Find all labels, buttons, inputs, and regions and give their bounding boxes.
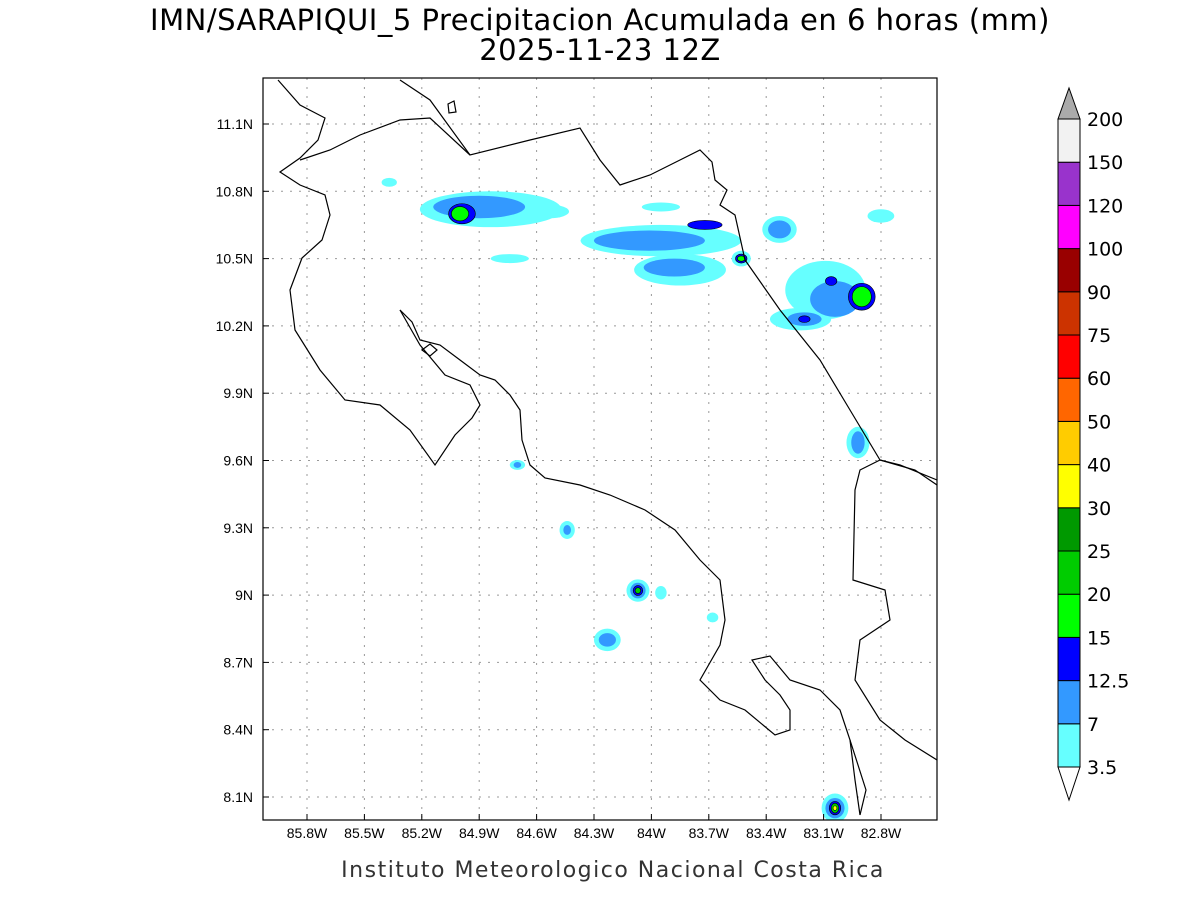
lat-tick-label: 10.2N <box>216 318 253 334</box>
colorbar-level-label: 120 <box>1087 195 1123 217</box>
lon-tick-label: 82.8W <box>861 825 902 841</box>
lon-tick-label: 83.4W <box>746 825 787 841</box>
map-title: IMN/SARAPIQUI_5 Precipitacion Acumulada … <box>150 3 1050 37</box>
colorbar-swatch <box>1057 204 1081 250</box>
colorbar-swatch <box>1057 723 1081 768</box>
precip-cell-15 <box>851 286 872 308</box>
colorbar-level-label: 60 <box>1087 368 1111 390</box>
grid-lines <box>263 78 937 820</box>
colorbar-swatch <box>1057 420 1081 466</box>
pacific-coastline <box>277 79 481 467</box>
colorbar-swatch <box>1057 161 1081 206</box>
colorbar-legend: 3.5 7 12.5 15 20 25 30 40 50 60 75 90 100 120 150 200 <box>1057 86 1129 802</box>
lat-tick-label: 8.7N <box>223 654 253 670</box>
colorbar-level-label: 200 <box>1087 109 1123 131</box>
lake-outline <box>421 343 438 357</box>
colorbar-underflow-arrow <box>1057 766 1081 802</box>
colorbar-level-label: 3.5 <box>1087 757 1117 779</box>
lat-tick-label: 8.4N <box>223 722 253 738</box>
lat-tick-label: 9.9N <box>223 385 253 401</box>
precip-cell-3.5 <box>641 202 681 212</box>
lat-tick-label: 9N <box>235 587 253 603</box>
colorbar-level-label: 15 <box>1087 627 1111 649</box>
colorbar-level-label: 25 <box>1087 541 1111 563</box>
precip-cell-7 <box>513 462 522 468</box>
colorbar-swatch <box>1057 680 1081 725</box>
colorbar-level-label: 40 <box>1087 455 1111 477</box>
lat-tick-label: 11.1N <box>217 116 253 132</box>
precip-cell-3.5 <box>655 586 667 600</box>
precip-cell-7 <box>851 431 865 454</box>
precipitation-shading <box>381 177 895 820</box>
lon-tick-label: 85.2W <box>402 825 443 841</box>
precip-cell-7 <box>598 633 616 647</box>
colorbar-swatch <box>1057 550 1081 595</box>
precip-cell-7 <box>643 258 705 277</box>
colorbar-level-label: 20 <box>1087 584 1111 606</box>
colorbar-swatch <box>1057 636 1081 682</box>
precip-cell-15 <box>451 206 469 222</box>
colorbar-level-label: 50 <box>1087 411 1111 433</box>
precip-cell-7 <box>810 281 860 317</box>
colorbar-swatch <box>1057 377 1081 422</box>
lon-tick-label: 83.1W <box>803 825 844 841</box>
nicaragua-border <box>299 117 471 161</box>
precip-cell-7 <box>593 230 705 251</box>
lat-tick-label: 8.1N <box>223 789 253 805</box>
map-subtitle: 2025-11-23 12Z <box>479 33 721 67</box>
panama-coastline <box>852 459 937 761</box>
precip-cell-3.5 <box>530 204 570 219</box>
precip-cell-20 <box>634 587 642 594</box>
footer-credit: Instituto Meteorologico Nacional Costa R… <box>341 858 885 883</box>
lon-tick-label: 83.7W <box>689 825 730 841</box>
lon-tick-label: 84.3W <box>574 825 615 841</box>
precip-cell-12.5 <box>798 315 811 323</box>
colorbar-level-label: 12.5 <box>1087 671 1129 693</box>
colorbar-swatch <box>1057 464 1081 509</box>
lon-tick-label: 85.5W <box>344 825 385 841</box>
lon-tick-label: 84W <box>637 825 667 841</box>
colorbar-level-label: 75 <box>1087 325 1111 347</box>
precip-cell-12.5 <box>825 276 838 286</box>
gulf-coastline <box>399 309 861 816</box>
panama-border <box>849 739 867 816</box>
colorbar-swatch <box>1057 334 1081 379</box>
precip-cell-7 <box>768 220 791 239</box>
colorbar-level-label: 100 <box>1087 239 1123 261</box>
lon-tick-label: 84.9W <box>459 825 500 841</box>
precip-cell-3.5 <box>867 209 895 223</box>
island-outline <box>447 100 457 114</box>
colorbar-swatch <box>1057 291 1081 336</box>
precip-cell-12.5 <box>687 220 723 230</box>
caribbean-coastline <box>399 79 937 481</box>
lat-tick-label: 9.6N <box>223 453 253 469</box>
precip-cell-3.5 <box>381 177 397 187</box>
colorbar-level-label: 7 <box>1087 714 1099 736</box>
lat-tick-label: 10.5N <box>216 251 253 267</box>
colorbar-swatch <box>1057 118 1081 163</box>
precip-cell-30 <box>832 805 838 811</box>
precip-cell-7 <box>563 525 571 535</box>
precip-cell-3.5 <box>490 254 529 264</box>
colorbar-swatch <box>1057 507 1081 552</box>
colorbar-overflow-arrow <box>1057 86 1081 120</box>
colorbar-swatch <box>1057 593 1081 638</box>
coastlines <box>277 79 937 816</box>
colorbar-level-label: 30 <box>1087 498 1111 520</box>
lat-tick-label: 10.8N <box>216 183 253 199</box>
lon-tick-label: 84.6W <box>516 825 557 841</box>
precip-cell-7 <box>433 195 526 219</box>
map-frame <box>262 77 938 821</box>
colorbar-level-label: 90 <box>1087 282 1111 304</box>
lon-tick-label: 85.8W <box>287 825 328 841</box>
axis-ticks: 85.8W 85.5W 85.2W 84.9W 84.6W 84.3W 84W 83.7W 83… <box>216 116 902 841</box>
colorbar-level-label: 150 <box>1087 152 1123 174</box>
lat-tick-label: 9.3N <box>223 520 253 536</box>
precip-cell-3.5 <box>706 612 719 623</box>
colorbar-swatch <box>1057 248 1081 293</box>
